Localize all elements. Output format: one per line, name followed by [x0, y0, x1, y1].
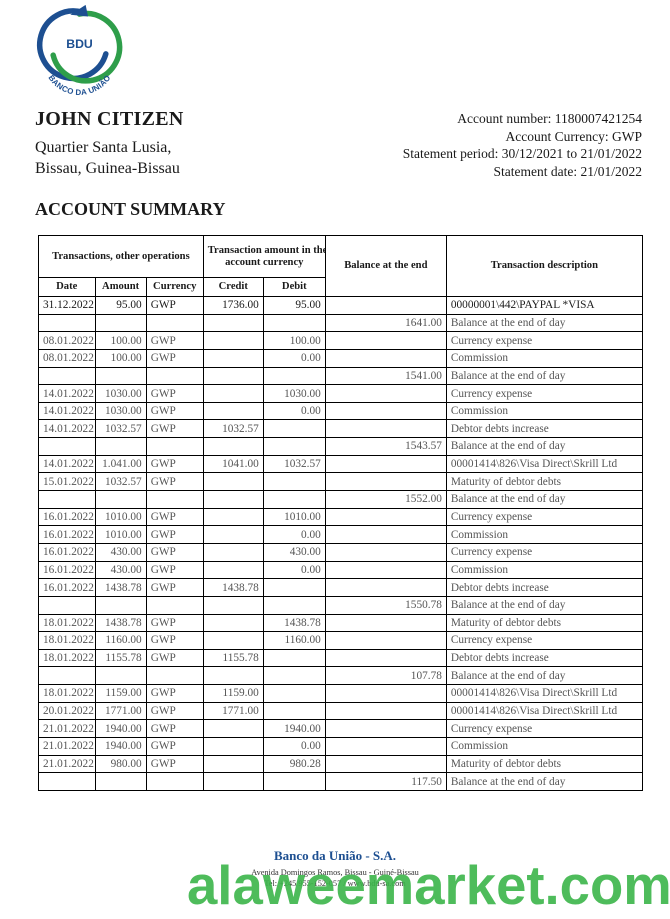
svg-text:BDU: BDU [66, 37, 93, 51]
